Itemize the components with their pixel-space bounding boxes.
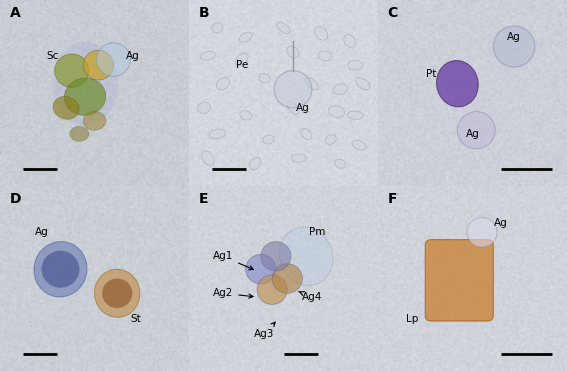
Text: C: C xyxy=(387,6,397,20)
Ellipse shape xyxy=(52,42,118,125)
Text: Ag: Ag xyxy=(125,51,139,61)
Circle shape xyxy=(274,71,312,108)
Ellipse shape xyxy=(55,54,89,88)
Text: Lp: Lp xyxy=(406,314,418,324)
Ellipse shape xyxy=(240,111,252,120)
Text: D: D xyxy=(10,191,21,206)
Circle shape xyxy=(493,26,535,67)
Ellipse shape xyxy=(259,73,270,83)
Text: Ag1: Ag1 xyxy=(213,251,253,270)
Circle shape xyxy=(467,217,497,247)
Ellipse shape xyxy=(277,22,290,33)
Text: A: A xyxy=(10,6,20,20)
Ellipse shape xyxy=(287,46,299,58)
Ellipse shape xyxy=(249,158,261,170)
Ellipse shape xyxy=(198,102,210,114)
Ellipse shape xyxy=(325,135,336,144)
Ellipse shape xyxy=(70,127,89,141)
Ellipse shape xyxy=(333,84,348,95)
Text: Sc: Sc xyxy=(46,51,59,61)
Ellipse shape xyxy=(201,151,214,165)
Circle shape xyxy=(96,43,130,76)
Text: Ag: Ag xyxy=(507,32,521,42)
Ellipse shape xyxy=(263,135,274,144)
Text: Ag2: Ag2 xyxy=(213,288,253,298)
Circle shape xyxy=(261,242,291,271)
Text: Ag: Ag xyxy=(494,218,507,228)
Ellipse shape xyxy=(212,23,223,33)
Ellipse shape xyxy=(95,269,140,317)
Text: Pe: Pe xyxy=(236,60,248,70)
Ellipse shape xyxy=(83,50,113,80)
Ellipse shape xyxy=(280,227,333,286)
Circle shape xyxy=(102,279,132,308)
Circle shape xyxy=(257,275,287,304)
Ellipse shape xyxy=(34,242,87,297)
Ellipse shape xyxy=(301,128,311,139)
Ellipse shape xyxy=(287,101,299,114)
Circle shape xyxy=(246,255,276,284)
Ellipse shape xyxy=(356,78,370,89)
Ellipse shape xyxy=(352,140,366,150)
Text: Ag: Ag xyxy=(35,227,48,237)
Circle shape xyxy=(458,112,495,149)
Ellipse shape xyxy=(291,154,306,162)
Ellipse shape xyxy=(239,32,252,42)
Text: St: St xyxy=(131,314,141,324)
Ellipse shape xyxy=(344,35,356,47)
Ellipse shape xyxy=(209,129,226,139)
Ellipse shape xyxy=(348,111,363,119)
Ellipse shape xyxy=(437,60,478,107)
Ellipse shape xyxy=(335,159,346,168)
Ellipse shape xyxy=(236,53,248,66)
Ellipse shape xyxy=(217,78,230,90)
Ellipse shape xyxy=(318,51,332,61)
Ellipse shape xyxy=(315,27,328,40)
Ellipse shape xyxy=(200,51,215,60)
Text: Ag4: Ag4 xyxy=(299,292,322,302)
Ellipse shape xyxy=(83,112,106,130)
Text: Pm: Pm xyxy=(310,227,325,237)
Text: F: F xyxy=(387,191,397,206)
Text: Ag: Ag xyxy=(295,103,309,113)
Text: Ag: Ag xyxy=(466,129,479,139)
Circle shape xyxy=(272,264,302,293)
Text: E: E xyxy=(198,191,208,206)
Text: Ag3: Ag3 xyxy=(255,322,275,339)
Text: B: B xyxy=(198,6,209,20)
FancyBboxPatch shape xyxy=(425,240,493,321)
Ellipse shape xyxy=(306,78,318,90)
Circle shape xyxy=(41,251,79,288)
Text: Pt: Pt xyxy=(426,69,436,79)
Ellipse shape xyxy=(328,106,345,117)
Ellipse shape xyxy=(64,78,106,115)
Ellipse shape xyxy=(348,60,363,70)
Ellipse shape xyxy=(53,96,79,119)
